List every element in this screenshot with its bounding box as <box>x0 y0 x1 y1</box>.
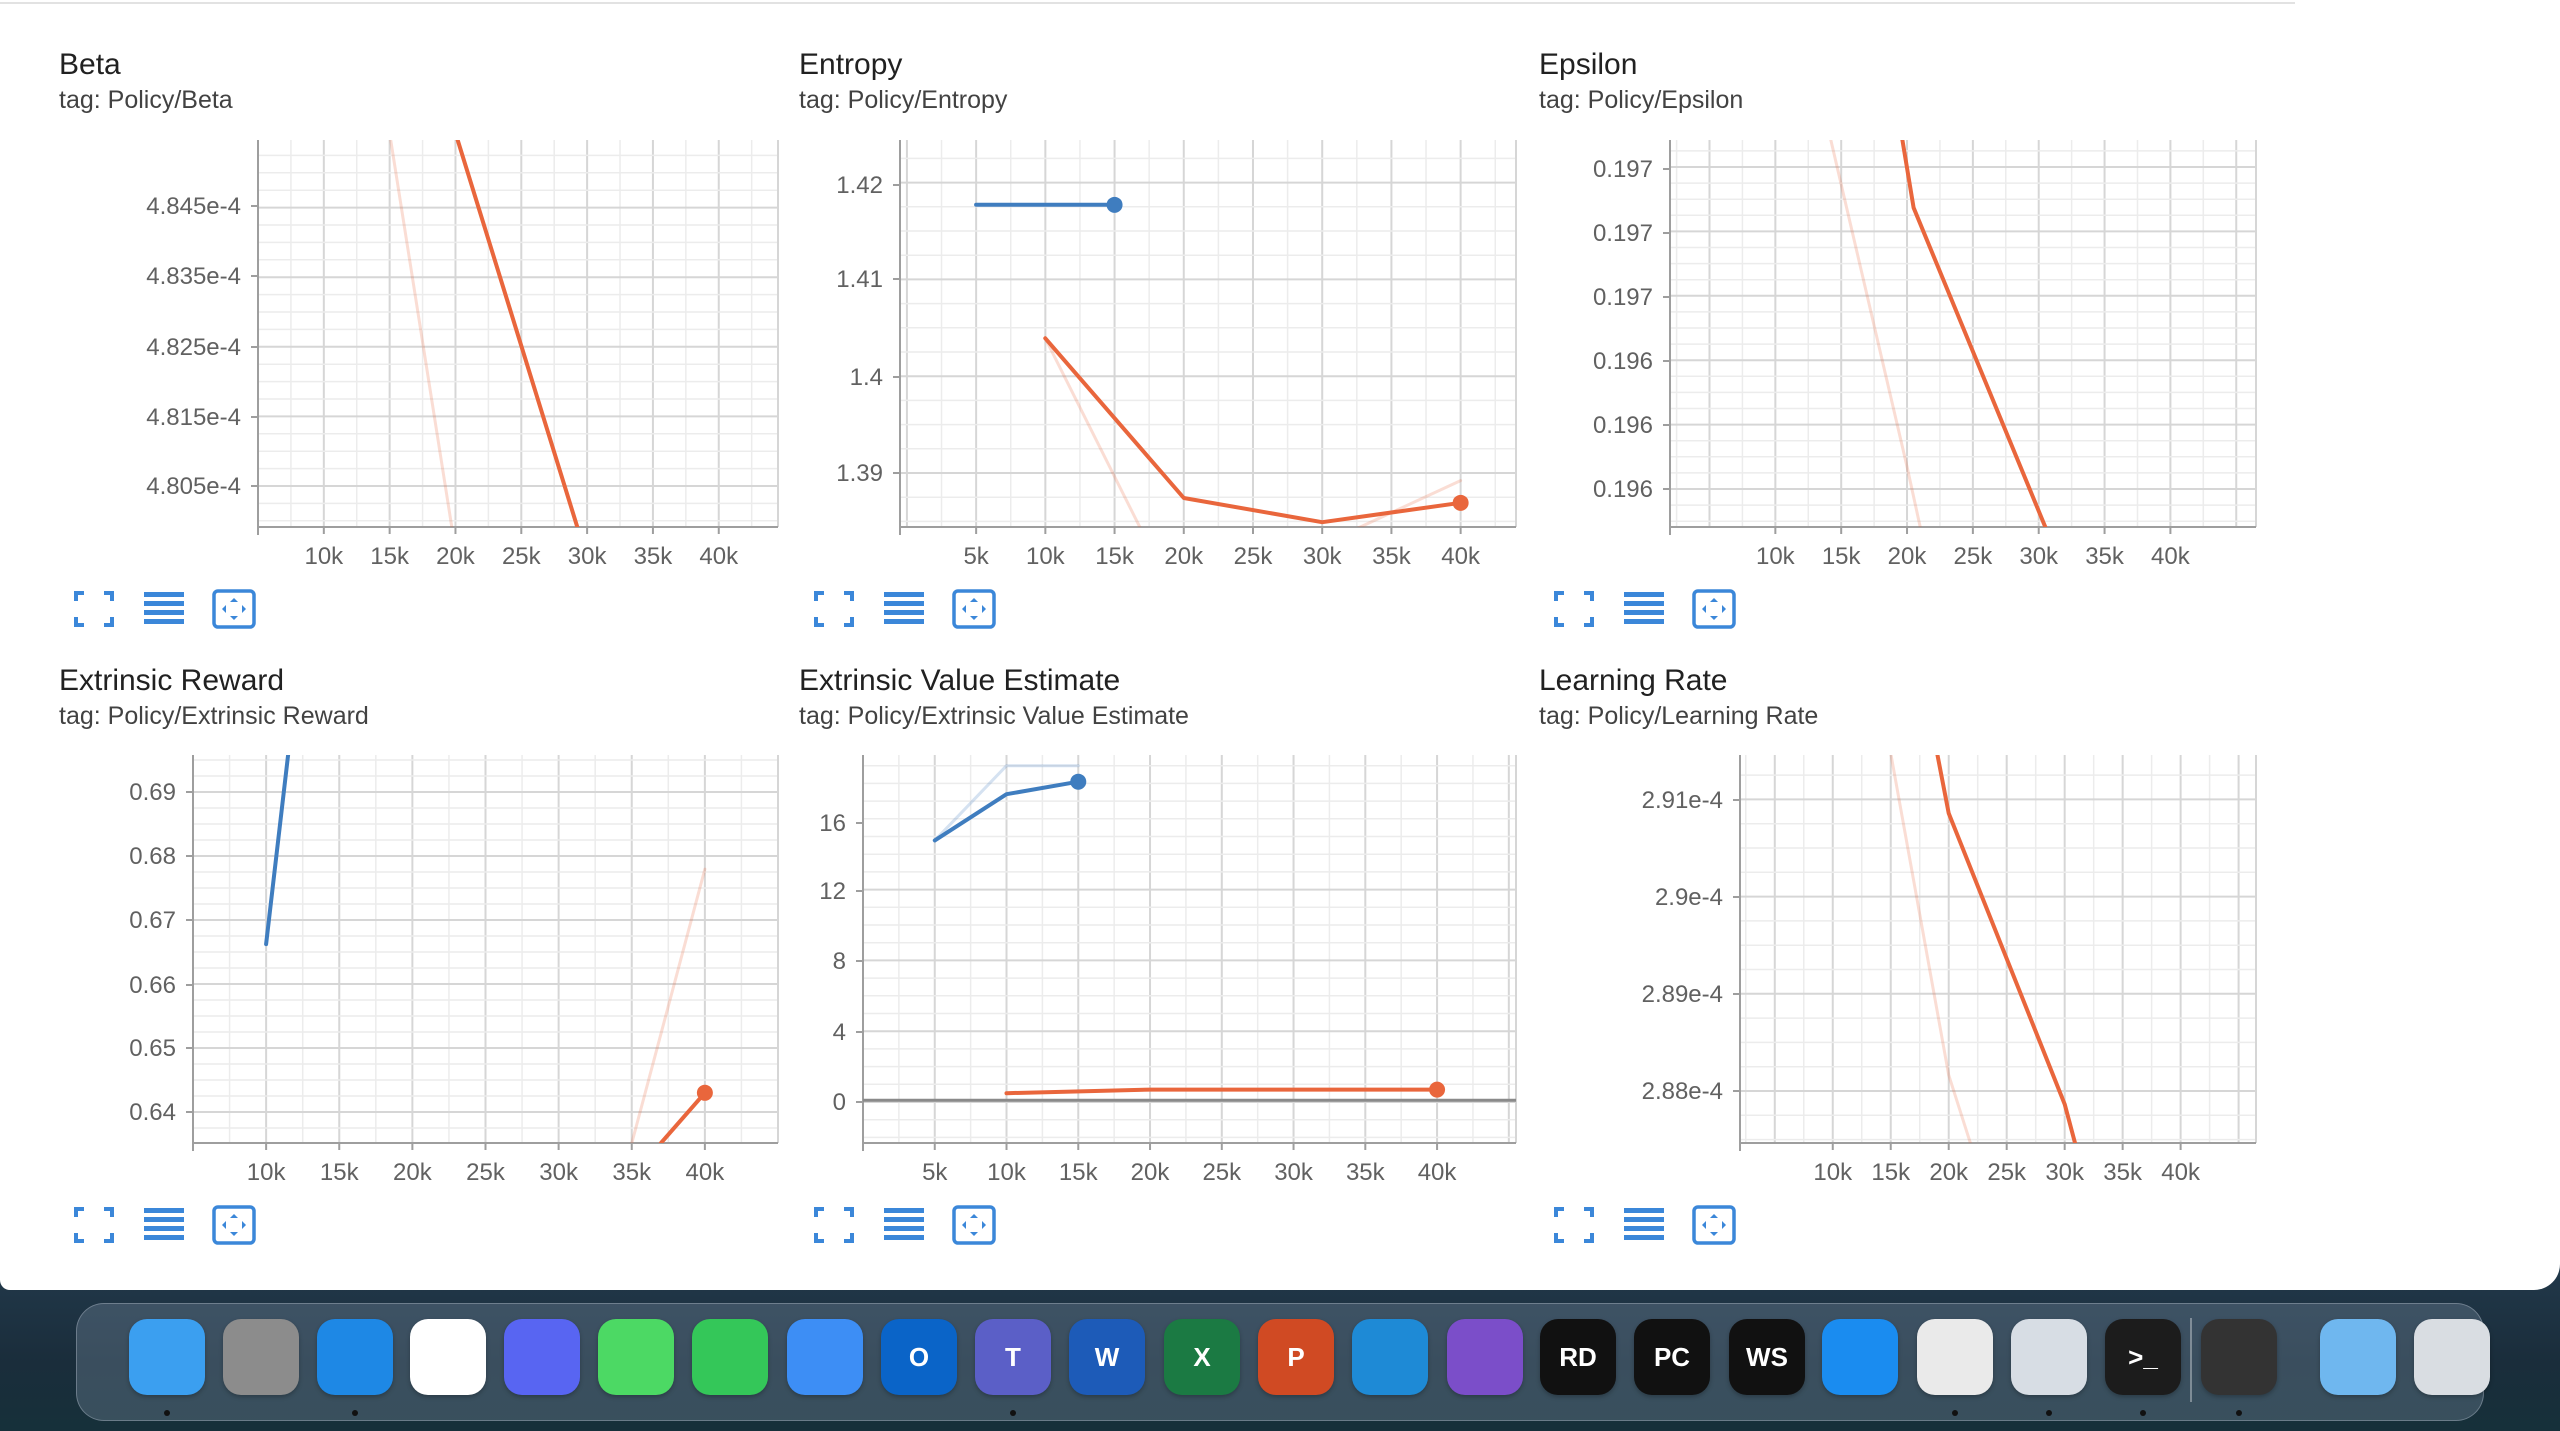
running-indicator <box>2236 1410 2242 1416</box>
chart-tag: tag: Policy/Epsilon <box>1539 86 1744 114</box>
data-table-icon <box>144 1208 184 1240</box>
fit-domain-button[interactable] <box>208 586 260 632</box>
dock: O T W X P RD PC WS >_ <box>76 1303 2490 1421</box>
chart-card-beta: Beta tag: Policy/Beta <box>0 0 740 629</box>
dock-app-unity-hub[interactable] <box>1917 1319 1993 1395</box>
running-indicator <box>352 1410 358 1416</box>
fullscreen-button[interactable] <box>68 586 120 632</box>
pycharm-icon: PC <box>1653 1341 1691 1372</box>
dock-app-app-store[interactable] <box>1822 1319 1898 1395</box>
chart-card-entropy: Entropy tag: Policy/Entropy <box>740 0 1480 629</box>
dock-app-vscode[interactable] <box>1352 1319 1428 1395</box>
fullscreen-button[interactable] <box>1548 586 1600 632</box>
chart-tag: tag: Policy/Learning Rate <box>1539 702 1819 730</box>
fullscreen-icon <box>74 591 114 627</box>
data-table-button[interactable] <box>138 586 190 632</box>
data-table-icon <box>1624 592 1664 624</box>
chart-title: Learning Rate <box>1539 664 1728 697</box>
chart-card-learning-rate: Learning Rate tag: Policy/Learning Rate <box>1480 616 2220 1245</box>
data-table-icon <box>884 1208 924 1240</box>
running-indicator <box>164 1410 170 1416</box>
rider-icon: RD <box>1559 1341 1597 1372</box>
chart-tag: tag: Policy/Beta <box>59 86 233 114</box>
data-table-button[interactable] <box>1618 586 1670 632</box>
running-indicator <box>1952 1410 1958 1416</box>
fit-domain-icon <box>952 589 996 629</box>
excel-icon: X <box>1193 1341 1211 1372</box>
chart-title: Epsilon <box>1539 48 1638 81</box>
chart-tag: tag: Policy/Entropy <box>799 86 1008 114</box>
dock-app-trash[interactable] <box>2414 1319 2490 1395</box>
teams-icon: T <box>1005 1341 1021 1372</box>
word-icon: W <box>1094 1341 1120 1372</box>
data-table-button[interactable] <box>1618 1202 1670 1248</box>
fullscreen-icon <box>1554 591 1594 627</box>
fit-domain-button[interactable] <box>208 1202 260 1248</box>
dock-app-finder[interactable] <box>129 1319 205 1395</box>
fullscreen-button[interactable] <box>808 1202 860 1248</box>
dock-app-outlook[interactable]: O <box>881 1319 957 1395</box>
terminal-icon: >_ <box>2128 1341 2158 1372</box>
chart-title: Beta <box>59 48 121 81</box>
dock-app-rider[interactable]: RD <box>1540 1319 1616 1395</box>
fit-domain-button[interactable] <box>1688 1202 1740 1248</box>
dock-app-visual-studio[interactable] <box>1447 1319 1523 1395</box>
fit-domain-button[interactable] <box>1688 586 1740 632</box>
data-table-button[interactable] <box>878 586 930 632</box>
chart-card-epsilon: Epsilon tag: Policy/Epsilon <box>1480 0 2220 629</box>
fit-domain-icon <box>212 589 256 629</box>
data-table-icon <box>884 592 924 624</box>
fit-domain-button[interactable] <box>948 1202 1000 1248</box>
dock-app-chrome[interactable] <box>410 1319 486 1395</box>
chart-tag: tag: Policy/Extrinsic Reward <box>59 702 369 730</box>
chart-card-extrinsic-reward: Extrinsic Reward tag: Policy/Extrinsic Re… <box>0 616 740 1245</box>
dock-app-teams[interactable]: T <box>975 1319 1051 1395</box>
dock-app-word[interactable]: W <box>1069 1319 1145 1395</box>
chart-card-extrinsic-value-estimate: Extrinsic Value Estimate tag: Policy/Extr… <box>740 616 1480 1245</box>
running-indicator <box>2046 1410 2052 1416</box>
dock-app-excel[interactable]: X <box>1164 1319 1240 1395</box>
dock-separator <box>2190 1318 2192 1402</box>
chart-title: Entropy <box>799 48 903 81</box>
dock-app-webstorm[interactable]: WS <box>1729 1319 1805 1395</box>
chart-tag: tag: Policy/Extrinsic Value Estimate <box>799 702 1189 730</box>
fullscreen-button[interactable] <box>68 1202 120 1248</box>
dock-app-pycharm[interactable]: PC <box>1634 1319 1710 1395</box>
fit-domain-icon <box>1692 589 1736 629</box>
chart-title: Extrinsic Value Estimate <box>799 664 1121 697</box>
webstorm-icon: WS <box>1746 1341 1788 1372</box>
outlook-icon: O <box>908 1341 930 1372</box>
data-table-icon <box>1624 1208 1664 1240</box>
fullscreen-icon <box>1554 1207 1594 1243</box>
fullscreen-icon <box>814 1207 854 1243</box>
dock-app-preview[interactable] <box>2011 1319 2087 1395</box>
data-table-button[interactable] <box>878 1202 930 1248</box>
dock-app-unity[interactable] <box>2201 1319 2277 1395</box>
dock-app-system-settings[interactable] <box>223 1319 299 1395</box>
dock-app-discord[interactable] <box>504 1319 580 1395</box>
tensorboard-scalars-panel: Beta tag: Policy/Beta Entropy tag: Policy/E… <box>0 0 2560 1290</box>
top-divider <box>0 2 2295 4</box>
running-indicator <box>1010 1410 1016 1416</box>
fullscreen-button[interactable] <box>808 586 860 632</box>
dock-app-facetime[interactable] <box>692 1319 768 1395</box>
dock-app-safari[interactable] <box>317 1319 393 1395</box>
chart-title: Extrinsic Reward <box>59 664 285 697</box>
fullscreen-icon <box>74 1207 114 1243</box>
fit-domain-button[interactable] <box>948 586 1000 632</box>
fit-domain-icon <box>952 1205 996 1245</box>
dock-app-messages[interactable] <box>598 1319 674 1395</box>
dock-app-terminal[interactable]: >_ <box>2105 1319 2181 1395</box>
dock-app-powerpoint[interactable]: P <box>1258 1319 1334 1395</box>
fit-domain-icon <box>1692 1205 1736 1245</box>
dock-app-mail[interactable] <box>787 1319 863 1395</box>
running-indicator <box>2140 1410 2146 1416</box>
data-table-icon <box>144 592 184 624</box>
powerpoint-icon: P <box>1287 1341 1305 1372</box>
data-table-button[interactable] <box>138 1202 190 1248</box>
fullscreen-icon <box>814 591 854 627</box>
fit-domain-icon <box>212 1205 256 1245</box>
dock-app-downloads-folder[interactable] <box>2320 1319 2396 1395</box>
fullscreen-button[interactable] <box>1548 1202 1600 1248</box>
